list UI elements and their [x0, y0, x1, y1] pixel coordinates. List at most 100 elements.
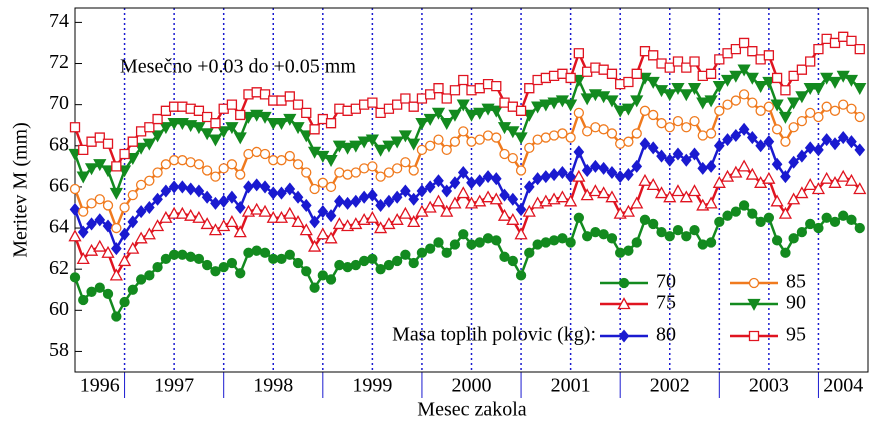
marker — [449, 176, 461, 190]
marker — [687, 184, 702, 197]
marker — [425, 243, 436, 254]
marker — [618, 277, 630, 289]
marker — [796, 64, 808, 75]
marker — [258, 111, 272, 124]
marker — [748, 277, 760, 289]
marker — [251, 87, 262, 98]
x-tick-label: 2001 — [551, 375, 591, 397]
marker — [473, 107, 487, 120]
marker — [647, 141, 659, 155]
marker — [540, 170, 552, 184]
marker — [621, 204, 636, 217]
marker — [499, 188, 510, 202]
marker — [853, 83, 867, 96]
marker — [416, 184, 428, 198]
marker — [408, 192, 420, 206]
legend-label: 80 — [656, 324, 676, 346]
marker — [531, 101, 545, 114]
legend-entry: 75 — [600, 292, 676, 314]
x-axis-label: Mesec zakola — [417, 399, 527, 421]
marker — [159, 122, 173, 135]
marker — [259, 180, 271, 194]
series — [69, 89, 865, 234]
marker — [729, 165, 743, 178]
marker — [334, 194, 345, 208]
marker — [532, 172, 543, 186]
y-tick-label: 66 — [49, 175, 69, 197]
marker — [243, 247, 254, 258]
marker — [367, 161, 378, 172]
marker — [671, 83, 685, 96]
marker — [771, 157, 783, 171]
marker — [787, 97, 801, 110]
marker — [762, 171, 776, 184]
marker — [201, 190, 213, 204]
marker — [276, 155, 287, 166]
series — [69, 200, 865, 322]
marker — [102, 288, 114, 300]
marker — [564, 99, 578, 112]
marker — [458, 126, 469, 137]
marker — [68, 148, 82, 161]
marker — [747, 298, 761, 311]
marker — [565, 132, 576, 143]
marker — [251, 178, 263, 192]
marker — [259, 247, 271, 258]
marker — [382, 140, 396, 153]
marker — [309, 282, 320, 293]
marker — [572, 74, 586, 87]
marker — [416, 247, 428, 258]
marker — [374, 144, 388, 157]
marker — [152, 167, 163, 178]
marker — [737, 64, 751, 77]
marker — [755, 139, 766, 153]
marker — [76, 252, 90, 265]
marker — [135, 179, 147, 191]
marker — [704, 95, 718, 108]
marker — [630, 95, 644, 108]
x-tick-label: 2002 — [650, 375, 690, 397]
marker — [416, 144, 428, 156]
marker — [689, 56, 700, 67]
marker — [796, 115, 808, 127]
marker — [102, 219, 114, 233]
marker — [705, 237, 717, 248]
marker — [838, 210, 849, 221]
marker — [340, 142, 355, 155]
marker — [332, 217, 346, 230]
marker — [210, 171, 221, 182]
marker — [474, 134, 485, 145]
marker — [623, 168, 634, 182]
marker — [93, 239, 107, 252]
marker — [225, 215, 239, 228]
series — [68, 64, 867, 200]
marker — [350, 259, 361, 271]
marker — [458, 74, 469, 86]
marker — [423, 113, 437, 126]
marker — [177, 249, 188, 260]
marker — [458, 229, 469, 240]
marker — [193, 159, 205, 170]
marker — [358, 255, 370, 267]
marker — [144, 200, 155, 215]
y-tick-label: 72 — [49, 51, 69, 73]
marker — [160, 105, 172, 116]
marker — [316, 227, 330, 240]
marker — [565, 170, 576, 184]
marker — [748, 330, 760, 342]
marker — [324, 231, 338, 244]
marker — [515, 270, 527, 281]
y-tick-label: 60 — [49, 298, 69, 320]
marker — [606, 128, 618, 139]
marker — [208, 134, 223, 147]
marker — [713, 139, 725, 153]
x-tick-label: 2000 — [452, 375, 492, 397]
marker — [654, 186, 669, 199]
marker — [243, 89, 254, 100]
marker — [119, 227, 130, 241]
marker — [243, 180, 254, 194]
marker — [639, 105, 651, 116]
marker — [185, 157, 196, 168]
marker — [573, 212, 585, 223]
marker — [606, 165, 618, 180]
